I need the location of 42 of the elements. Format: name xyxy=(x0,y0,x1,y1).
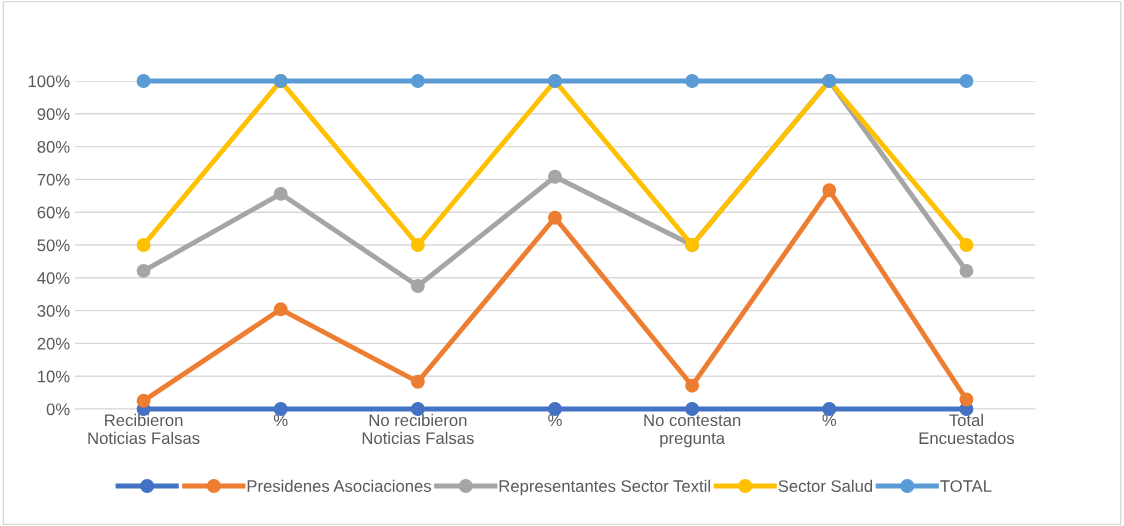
x-tick-label: Recibieron Noticias Falsas xyxy=(88,413,200,445)
y-tick-label: 0% xyxy=(46,403,70,416)
point xyxy=(685,378,700,393)
x-tick-label: Total Encuestados xyxy=(919,413,1015,445)
x-tick-label: % xyxy=(548,414,562,427)
x-tick-label: No recibieron Noticias Falsas xyxy=(362,413,474,445)
point xyxy=(685,74,700,88)
legend-label: Representantes Sector Textil xyxy=(499,479,710,496)
x-tick-label: % xyxy=(273,414,288,427)
y-tick-label: 10% xyxy=(38,370,70,383)
y-tick-label: 20% xyxy=(37,337,70,350)
legend-label: Sector Salud xyxy=(778,479,873,492)
x-tick-label: % xyxy=(822,414,837,427)
point xyxy=(273,186,288,201)
point xyxy=(273,302,288,317)
point xyxy=(410,374,425,389)
point xyxy=(548,169,562,184)
point xyxy=(548,210,562,225)
point xyxy=(959,263,974,278)
y-tick-label: 30% xyxy=(37,305,70,317)
y-tick-label: 80% xyxy=(37,141,70,153)
legend-label: Presidenes Asociaciones xyxy=(247,479,432,492)
y-tick-label: 40% xyxy=(37,272,70,284)
y-tick-label: 100% xyxy=(28,75,70,88)
point xyxy=(136,238,151,252)
y-tick-label: 60% xyxy=(37,206,70,219)
point xyxy=(822,183,837,198)
point xyxy=(136,263,151,278)
y-tick-label: 50% xyxy=(37,239,70,252)
point xyxy=(136,393,151,408)
point xyxy=(410,238,425,252)
y-tick-label: 70% xyxy=(37,173,70,186)
legend-label: TOTAL xyxy=(940,480,992,492)
x-tick-label: No contestan pregunta xyxy=(644,414,741,448)
point xyxy=(959,74,974,88)
point xyxy=(959,392,974,407)
point xyxy=(136,74,151,88)
point xyxy=(685,402,700,416)
y-tick-label: 90% xyxy=(37,108,70,120)
point xyxy=(410,279,425,293)
point xyxy=(959,238,974,252)
point xyxy=(410,74,425,88)
